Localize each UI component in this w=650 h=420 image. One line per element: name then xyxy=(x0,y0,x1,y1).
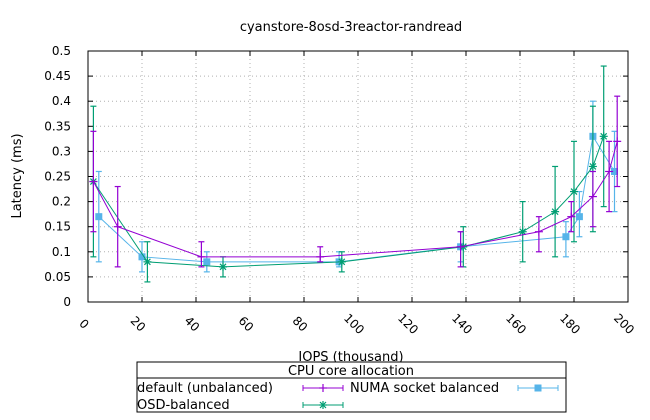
legend-label: default (unbalanced) xyxy=(137,381,273,396)
data-point xyxy=(588,192,597,201)
data-point xyxy=(575,213,583,221)
series-line xyxy=(92,136,605,268)
x-tick-label: 100 xyxy=(341,311,367,337)
marker-stroke xyxy=(143,258,151,266)
series-line xyxy=(92,141,618,258)
marker-stroke xyxy=(551,208,559,216)
data-point xyxy=(551,207,560,216)
grid xyxy=(88,51,628,302)
marker-stroke xyxy=(338,258,346,266)
x-tick-label: 20 xyxy=(128,314,149,335)
marker-square xyxy=(95,213,103,221)
data-point xyxy=(337,257,346,266)
legend: CPU core allocation default (unbalanced)… xyxy=(136,361,567,413)
legend-entries: default (unbalanced) NUMA socket balanced… xyxy=(137,381,559,413)
marker-stroke xyxy=(319,401,327,409)
marker-square xyxy=(611,167,618,175)
y-tick-label: 0.4 xyxy=(52,94,71,108)
y-tick-label: 0.3 xyxy=(52,144,71,158)
legend-entry: default (unbalanced) xyxy=(137,381,344,396)
x-axis-label: IOPS (thousand) xyxy=(298,350,403,365)
data-point xyxy=(562,233,570,241)
marker-square xyxy=(575,213,583,221)
data-point xyxy=(599,132,608,141)
series-2 xyxy=(89,65,608,283)
data-point xyxy=(89,177,98,186)
data-point xyxy=(456,242,465,251)
marker-stroke xyxy=(600,132,608,140)
x-tick-label: 160 xyxy=(503,311,529,337)
data-point xyxy=(567,212,576,221)
data-point xyxy=(570,187,578,196)
y-tick-label: 0.2 xyxy=(52,195,71,209)
series-0 xyxy=(89,95,622,268)
legend-title: CPU core allocation xyxy=(288,364,414,379)
x-tick-label: 0 xyxy=(76,316,91,331)
x-tick-label: 140 xyxy=(449,311,475,337)
y-tick-label: 0 xyxy=(63,295,71,309)
x-tick-label: 40 xyxy=(182,314,203,335)
series-line xyxy=(98,134,615,263)
marker-stroke xyxy=(519,228,527,236)
y-tick-label: 0.1 xyxy=(52,245,71,259)
y-tick-label: 0.25 xyxy=(44,170,71,184)
legend-entry: NUMA socket balanced xyxy=(350,381,559,396)
x-tick-label: 180 xyxy=(557,311,583,337)
legend-label: OSD-balanced xyxy=(137,398,230,413)
data-point xyxy=(613,137,622,146)
data-point xyxy=(197,252,206,261)
legend-frame xyxy=(136,361,567,413)
legend-label: NUMA socket balanced xyxy=(350,381,499,396)
marker-stroke xyxy=(589,163,597,170)
y-tick-label: 0.5 xyxy=(52,44,71,58)
y-axis-label: Latency (ms) xyxy=(10,133,25,218)
data-point xyxy=(95,213,103,221)
x-tick-label: 80 xyxy=(290,314,311,335)
data-point xyxy=(605,167,614,176)
chart-title: cyanstore-8osd-3reactor-randread xyxy=(240,20,462,35)
legend-marker xyxy=(319,384,327,392)
axes: 0 20 40 60 80 100 120 140 160 180 200 0 0.05 0.1 0.15 0… xyxy=(44,44,637,337)
marker-square xyxy=(138,253,146,261)
y-tick-label: 0.45 xyxy=(44,69,71,83)
data-point xyxy=(534,227,543,236)
data-point xyxy=(316,252,325,261)
marker-square xyxy=(203,258,211,266)
marker-stroke xyxy=(219,263,227,271)
data-point xyxy=(138,253,146,261)
series-1 xyxy=(95,100,618,273)
x-tick-label: 200 xyxy=(611,311,637,337)
x-tick-label: 120 xyxy=(395,311,421,337)
legend-marker xyxy=(319,401,327,409)
x-tick-label: 60 xyxy=(236,314,257,335)
y-tick-label: 0.15 xyxy=(44,220,71,234)
legend-marker xyxy=(534,384,542,392)
marker-stroke xyxy=(570,188,578,195)
data-point xyxy=(113,222,122,231)
marker-square xyxy=(562,233,570,241)
y-tick-label: 0.35 xyxy=(44,119,71,133)
plot-frame xyxy=(87,50,629,303)
series-layer xyxy=(89,65,622,283)
marker-square xyxy=(534,384,542,392)
data-point xyxy=(611,167,618,175)
y-tick-label: 0.05 xyxy=(44,270,71,284)
data-point xyxy=(143,257,152,266)
legend-entry: OSD-balanced xyxy=(137,398,344,413)
data-point xyxy=(203,258,211,266)
data-point xyxy=(219,262,227,271)
data-point xyxy=(588,162,597,171)
